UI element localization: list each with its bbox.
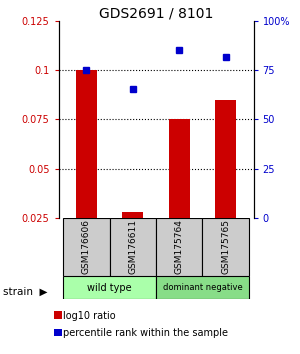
Bar <box>169 120 190 218</box>
Text: log10 ratio: log10 ratio <box>63 311 116 321</box>
Text: GSM175764: GSM175764 <box>175 219 184 274</box>
Bar <box>122 212 143 218</box>
Bar <box>215 100 236 218</box>
Text: GSM175765: GSM175765 <box>221 219 230 274</box>
Bar <box>202 218 249 276</box>
Text: GSM176606: GSM176606 <box>82 219 91 274</box>
Bar <box>156 218 202 276</box>
Bar <box>110 218 156 276</box>
Bar <box>156 276 249 299</box>
Text: dominant negative: dominant negative <box>163 283 242 292</box>
Title: GDS2691 / 8101: GDS2691 / 8101 <box>99 6 213 20</box>
Text: strain  ▶: strain ▶ <box>3 287 47 297</box>
Text: wild type: wild type <box>87 282 132 293</box>
Bar <box>76 70 97 218</box>
Bar <box>63 276 156 299</box>
Text: GSM176611: GSM176611 <box>128 219 137 274</box>
Text: percentile rank within the sample: percentile rank within the sample <box>63 329 228 338</box>
Bar <box>63 218 110 276</box>
